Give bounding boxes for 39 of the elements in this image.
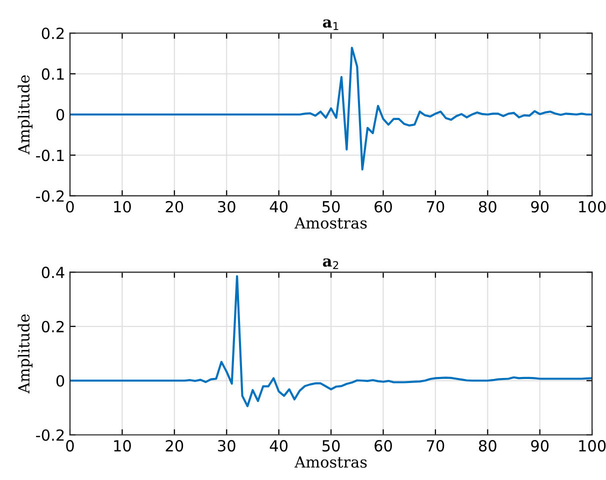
x-tick-label: 100 [579,440,606,452]
y-tick-label: -0.2 [36,190,64,202]
x-tick-label: 90 [531,440,549,452]
y-tick-label: -0.2 [36,429,64,441]
x-tick-label: 70 [426,440,444,452]
y-axis-title: Amplitude [18,314,33,394]
x-axis-title: Amostras [294,217,367,229]
x-tick-label: 100 [579,200,606,213]
chart-title: a$_{1}$ [322,19,338,30]
x-tick-label: 30 [218,440,236,452]
x-tick-label: 10 [114,440,131,452]
x-tick-label: 80 [478,440,496,452]
x-tick-label: 40 [270,440,288,452]
x-tick-label: 90 [531,200,549,213]
x-tick-label: 60 [374,200,392,213]
y-tick-label: 0.2 [42,320,64,332]
y-tick-label: -0.1 [36,150,64,162]
x-tick-label: 50 [322,200,340,213]
x-tick-label: 30 [218,200,236,213]
y-axis-title: Amplitude [18,75,33,155]
x-tick-label: 10 [114,200,131,213]
y-tick-label: 0 [56,375,64,387]
y-tick-label: 0.1 [42,68,64,80]
x-tick-label: 50 [322,440,340,452]
y-tick-label: 0.2 [42,28,64,40]
y-tick-label: 0 [56,108,64,120]
x-tick-label: 0 [66,200,74,213]
x-tick-label: 20 [166,440,184,452]
x-tick-label: 0 [66,440,74,452]
x-axis-title: Amostras [294,456,367,468]
x-tick-label: 70 [426,200,444,213]
x-tick-label: 20 [166,200,184,213]
line-series [70,46,592,170]
x-tick-label: 40 [270,200,288,213]
chart-title: a$_{2}$ [322,258,338,270]
line-series [70,275,592,408]
x-tick-label: 60 [374,440,392,452]
y-tick-label: 0.4 [42,266,64,278]
x-tick-label: 80 [478,200,496,213]
